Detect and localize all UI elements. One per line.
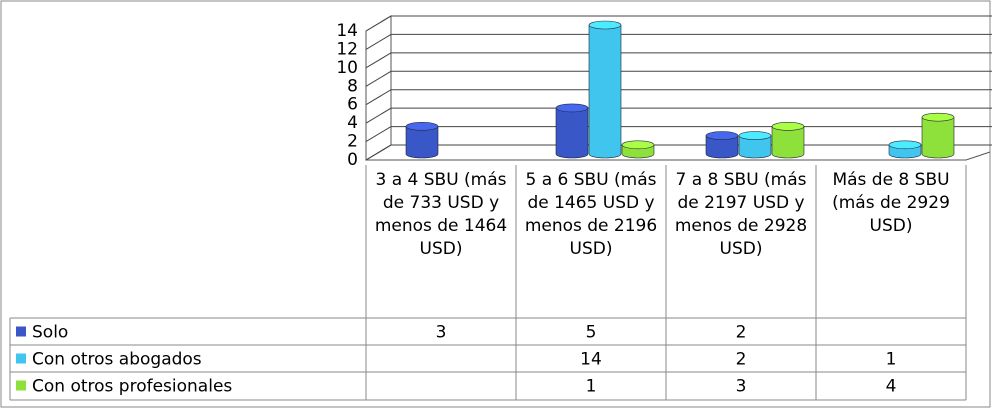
bar-top <box>588 20 622 30</box>
bar-body <box>921 116 955 159</box>
grid-line <box>365 15 992 32</box>
bar <box>621 140 655 159</box>
bar-top <box>405 122 439 131</box>
table-value: 5 <box>586 323 597 343</box>
legend-swatch <box>16 326 26 337</box>
bar <box>888 140 922 159</box>
table-value: 1 <box>586 377 597 397</box>
grid-line <box>365 89 992 106</box>
legend-label: Con otros abogados <box>32 350 202 370</box>
y-tick-label: 12 <box>336 39 358 59</box>
table-value: 14 <box>580 350 602 370</box>
bar-top <box>738 131 772 140</box>
bar <box>588 20 622 159</box>
bar-top <box>888 140 922 150</box>
bar-body <box>555 107 589 159</box>
bar-top <box>621 140 655 150</box>
bar-top <box>705 131 739 140</box>
bar-body <box>405 126 439 159</box>
x-tick-label: 5 a 6 SBU (más de 1465 USD y menos de 21… <box>524 170 658 259</box>
bar-body <box>705 135 739 159</box>
y-tick-label: 2 <box>347 132 358 152</box>
bar-top <box>555 103 589 113</box>
bar <box>405 122 439 159</box>
y-tick-label: 6 <box>347 95 358 115</box>
grid-line <box>365 107 992 124</box>
bar-body <box>588 24 622 159</box>
table-value: 4 <box>886 377 897 397</box>
bar <box>555 103 589 159</box>
table-value: 2 <box>736 323 747 343</box>
y-tick-label: 14 <box>336 21 358 41</box>
x-tick-label-box: 7 a 8 SBU (más de 2197 USD y menos de 29… <box>674 170 808 259</box>
y-tick-label: 0 <box>347 150 358 170</box>
x-tick-label: 3 a 4 SBU (más de 733 USD y menos de 146… <box>374 170 508 259</box>
table-value: 1 <box>886 350 897 370</box>
y-tick-label: 4 <box>347 113 358 133</box>
legend-label: Con otros profesionales <box>32 377 232 397</box>
grid-line <box>365 33 992 50</box>
x-tick-label-box: 3 a 4 SBU (más de 733 USD y menos de 146… <box>374 170 508 259</box>
bar-body <box>738 135 772 159</box>
bar-top <box>921 112 955 122</box>
legend-label: Solo <box>32 323 68 343</box>
x-tick-label-box: 5 a 6 SBU (más de 1465 USD y menos de 21… <box>524 170 658 259</box>
x-tick-label: 7 a 8 SBU (más de 2197 USD y menos de 29… <box>674 170 808 259</box>
bar-body <box>771 126 805 159</box>
legend-swatch <box>16 353 26 364</box>
table-value: 3 <box>436 323 447 343</box>
table-value: 3 <box>736 377 747 397</box>
bar <box>771 122 805 159</box>
legend-swatch <box>16 380 26 391</box>
y-tick-label: 10 <box>336 58 358 78</box>
bar <box>921 112 955 159</box>
grid-line <box>365 70 992 87</box>
bar-top <box>771 122 805 131</box>
bar <box>705 131 739 159</box>
bar <box>738 131 772 159</box>
table-value: 2 <box>736 350 747 370</box>
y-tick-label: 8 <box>347 76 358 96</box>
x-tick-label-box: Más de 8 SBU (más de 2929 USD) <box>832 170 950 236</box>
grid-line <box>365 52 992 69</box>
x-tick-label: Más de 8 SBU (más de 2929 USD) <box>832 170 950 236</box>
